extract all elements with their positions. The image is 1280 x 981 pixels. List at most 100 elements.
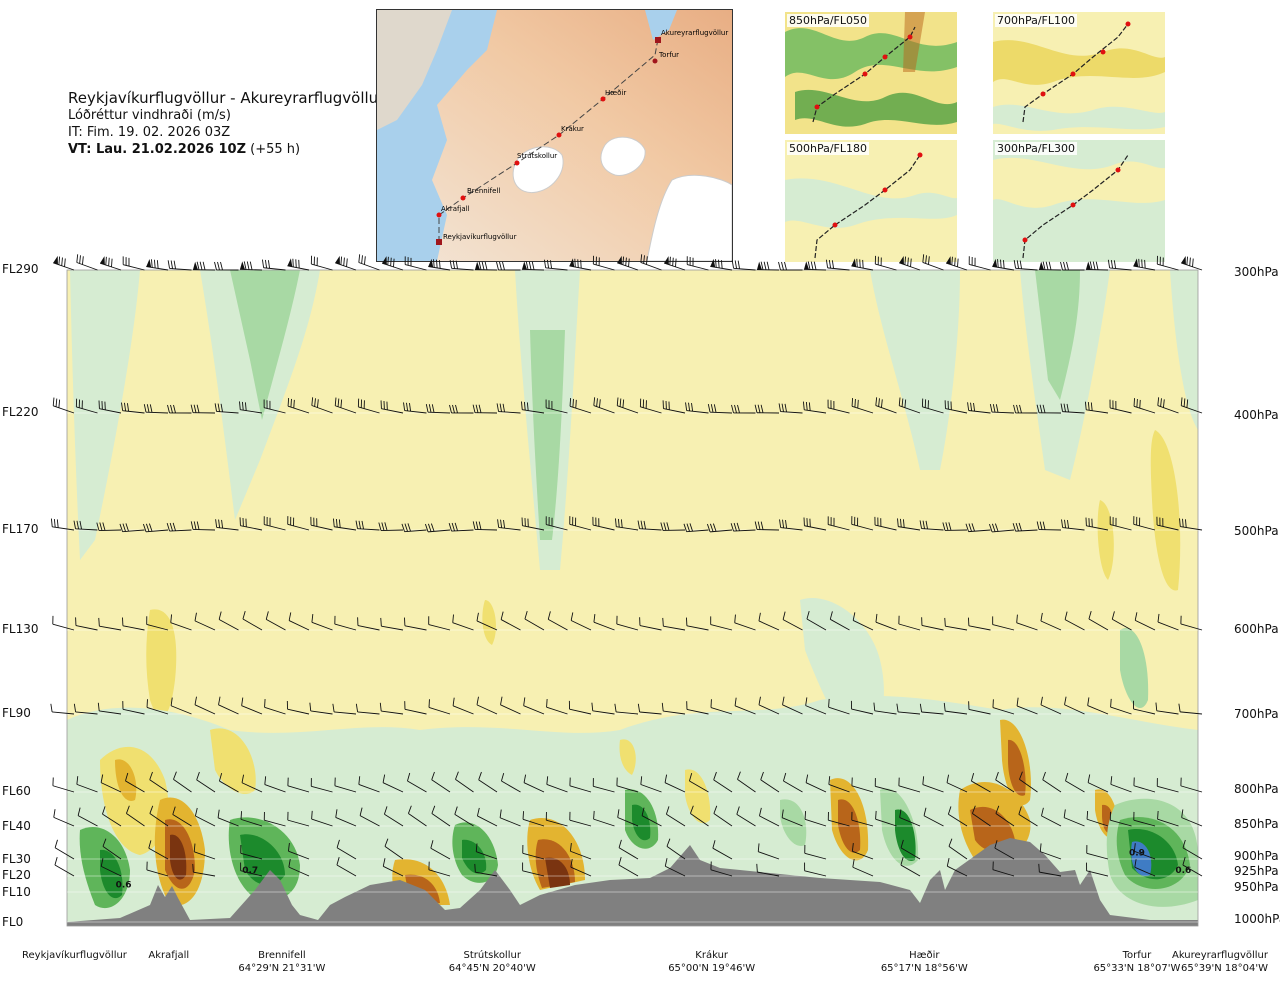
barb-feather — [156, 260, 159, 269]
wind-barb — [1060, 403, 1085, 414]
wind-barb — [425, 404, 451, 414]
barb-shaft — [782, 704, 803, 715]
updraft-region — [240, 834, 285, 886]
barb-feather — [1110, 259, 1114, 269]
wind-barb — [778, 261, 803, 271]
flight-level-label: FL0 — [2, 915, 24, 929]
wind-barb — [332, 518, 357, 531]
barb-shaft — [334, 711, 357, 715]
barb-feather — [1134, 859, 1137, 868]
wind-barb — [736, 806, 756, 827]
wind-barb — [689, 772, 709, 793]
barb-shaft — [874, 524, 897, 531]
barb-feather — [995, 805, 1000, 814]
wind-barb — [686, 256, 709, 271]
wind-barb — [359, 807, 380, 827]
barb-feather — [1013, 404, 1016, 414]
wind-barb — [710, 258, 733, 271]
inset-map-svg — [785, 12, 957, 134]
barb-feather — [973, 402, 976, 412]
barb-shaft — [971, 780, 991, 793]
barb-feather — [121, 402, 124, 411]
barb-feather — [425, 404, 429, 413]
barb-feather — [946, 858, 950, 867]
wind-barb — [1016, 614, 1038, 631]
barb-feather — [575, 399, 577, 409]
barb-shaft — [428, 266, 451, 271]
wind-barb — [968, 701, 991, 715]
barb-shaft — [52, 526, 75, 531]
wind-barb — [754, 404, 780, 414]
barb-shaft — [146, 529, 169, 533]
barb-feather — [383, 806, 388, 815]
barb-shaft — [358, 784, 380, 793]
wind-barb — [98, 400, 122, 414]
barb-pennant — [240, 261, 246, 270]
barb-shaft — [992, 529, 1015, 533]
wind-barb — [946, 774, 968, 793]
wind-barb — [170, 614, 192, 631]
wind-barb — [875, 613, 897, 631]
barb-shaft — [522, 870, 545, 877]
barb-feather — [925, 255, 927, 264]
barb-feather — [900, 839, 904, 848]
barb-feather — [640, 254, 643, 263]
wind-barb — [98, 617, 122, 631]
wind-barb — [1084, 401, 1109, 414]
barb-feather — [170, 697, 173, 706]
wind-barb — [829, 611, 850, 631]
barb-feather — [782, 696, 785, 705]
barb-feather — [378, 522, 382, 531]
barb-feather — [484, 261, 488, 270]
barb-feather — [335, 518, 338, 528]
barb-shaft — [1018, 813, 1038, 827]
barb-feather — [709, 523, 714, 532]
barb-shaft — [126, 813, 145, 827]
barb-feather — [713, 404, 717, 413]
barb-feather — [98, 617, 100, 627]
wind-barb — [474, 863, 498, 877]
barb-feather — [766, 261, 770, 270]
barb-feather — [433, 259, 435, 268]
barb-shaft — [357, 711, 380, 715]
barb-shaft — [1086, 409, 1109, 414]
barb-feather — [1134, 612, 1138, 621]
barb-shaft — [196, 779, 216, 793]
wind-barb — [190, 404, 216, 414]
barb-shaft — [690, 813, 709, 827]
barb-feather — [757, 843, 760, 852]
barb-feather — [409, 403, 412, 412]
barb-pennant — [946, 256, 951, 265]
barb-feather — [665, 806, 670, 815]
barb-shaft — [1133, 265, 1156, 271]
wind-barb — [1180, 777, 1203, 793]
barb-shaft — [451, 267, 474, 271]
barb-feather — [664, 774, 668, 783]
barb-shaft — [53, 405, 75, 414]
barb-shaft — [921, 625, 944, 631]
barb-feather — [528, 261, 532, 270]
wind-barb — [779, 519, 803, 531]
barb-feather — [96, 522, 100, 531]
pressure-level-label: 300hPa — [1234, 265, 1279, 279]
barb-feather — [496, 403, 499, 412]
barb-feather — [593, 397, 596, 406]
barb-feather — [721, 260, 723, 269]
inset-waypoint — [882, 54, 888, 60]
barb-pennant — [851, 258, 857, 267]
barb-shaft — [335, 405, 357, 414]
barb-shaft — [501, 780, 521, 793]
barb-feather — [760, 261, 764, 270]
wind-barb — [378, 522, 404, 531]
barb-feather — [957, 258, 959, 267]
wind-barb — [944, 400, 968, 414]
barb-feather — [454, 522, 458, 531]
barb-pennant — [428, 258, 434, 268]
wind-barb — [850, 700, 874, 715]
barb-shaft — [287, 785, 310, 793]
barb-shaft — [404, 529, 427, 533]
wind-barb — [311, 614, 333, 631]
barb-shaft — [639, 528, 662, 531]
wind-barb — [357, 617, 380, 631]
wind-barb — [873, 702, 897, 715]
